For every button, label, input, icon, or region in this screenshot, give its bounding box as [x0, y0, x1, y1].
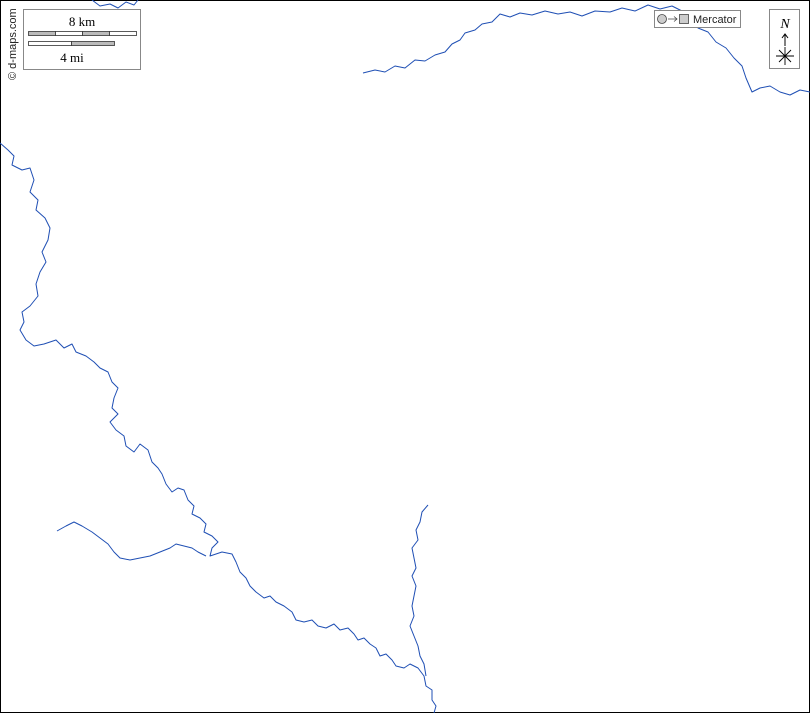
river: [0, 142, 437, 713]
scale-bar: [55, 31, 83, 36]
globe-icon: [657, 14, 667, 24]
north-label: N: [779, 17, 790, 32]
projection-label: Mercator: [693, 14, 737, 26]
compass-rose: [776, 47, 794, 65]
scale-bar: [109, 31, 137, 36]
scale-imperial: 4 mi: [60, 50, 84, 65]
scale-bar: [28, 41, 72, 46]
river: [409, 504, 429, 677]
scale-bar: [28, 31, 56, 36]
river: [56, 521, 207, 561]
arrow-icon: [668, 16, 678, 22]
scale-metric: 8 km: [69, 14, 95, 29]
river: [91, 0, 139, 9]
scale-bar: [82, 31, 110, 36]
credit: © d-maps.com: [7, 8, 19, 80]
scale-box: [23, 9, 141, 70]
map-icon: [679, 14, 689, 24]
projection-box: [654, 10, 741, 28]
scale-bar: [71, 41, 115, 46]
river: [362, 4, 810, 96]
north-arrow: [781, 33, 789, 46]
